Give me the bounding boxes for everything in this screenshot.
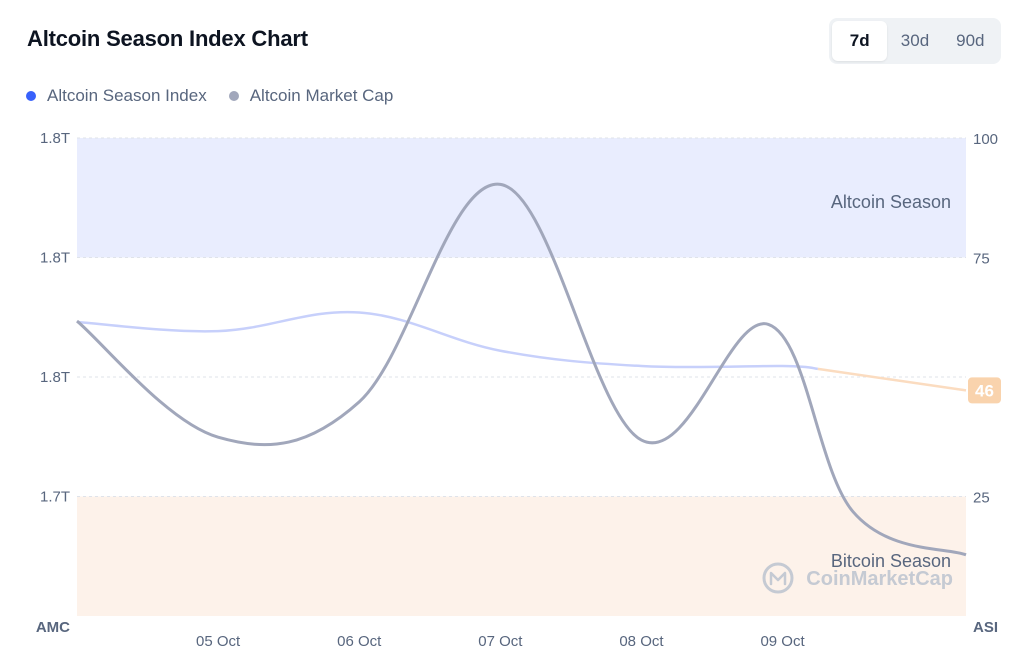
right-axis-name: ASI [973, 619, 998, 636]
legend-label-index: Altcoin Season Index [47, 86, 207, 105]
current-value-badge-text: 46 [975, 381, 994, 400]
coinmarketcap-logo-icon [762, 562, 794, 594]
legend-dot-index [26, 91, 36, 101]
right-tick-label-0: 100 [973, 131, 998, 148]
legend-item-index[interactable]: Altcoin Season Index [26, 86, 207, 106]
legend-label-market-cap: Altcoin Market Cap [249, 86, 394, 105]
current-value-badge [968, 377, 1001, 404]
range-30d-button[interactable]: 30d [900, 31, 930, 50]
legend-item-market-cap[interactable]: Altcoin Market Cap [228, 86, 394, 106]
x-tick-label-1: 06 Oct [337, 633, 382, 650]
x-tick-label-3: 08 Oct [619, 633, 664, 650]
x-tick-label-2: 07 Oct [478, 633, 523, 650]
page-title: Altcoin Season Index Chart [27, 26, 308, 51]
series-line-altcoin-market-cap [76, 182, 967, 557]
zone-label-altcoin-season: Altcoin Season [831, 192, 951, 212]
zone-band-bitcoin-season [77, 496, 966, 616]
x-tick-label-4: 09 Oct [760, 633, 805, 650]
left-tick-label-3: 1.7T [40, 489, 70, 506]
legend-dot-market-cap [228, 91, 239, 101]
x-tick-label-0: 05 Oct [196, 633, 241, 650]
left-tick-label-0: 1.8T [40, 130, 70, 147]
zone-label-bitcoin-season: Bitcoin Season [831, 551, 951, 571]
series-line-altcoin-season-index [76, 310, 818, 371]
series-line-altcoin-season-index-recent [817, 367, 967, 392]
chart-legend: Altcoin Season Index Altcoin Market Cap [26, 86, 415, 106]
right-tick-label-1: 75 [973, 251, 990, 268]
range-7d-button[interactable]: 7d [832, 21, 888, 61]
time-range-toggle: 7d 30d 90d [829, 18, 1001, 64]
left-tick-label-1: 1.8T [40, 250, 70, 267]
range-90d-button[interactable]: 90d [956, 31, 985, 50]
left-tick-label-2: 1.8T [40, 369, 70, 386]
right-tick-label-2: 25 [973, 490, 990, 507]
left-axis-name: AMC [36, 619, 70, 636]
watermark-text: CoinMarketCap [806, 568, 953, 590]
